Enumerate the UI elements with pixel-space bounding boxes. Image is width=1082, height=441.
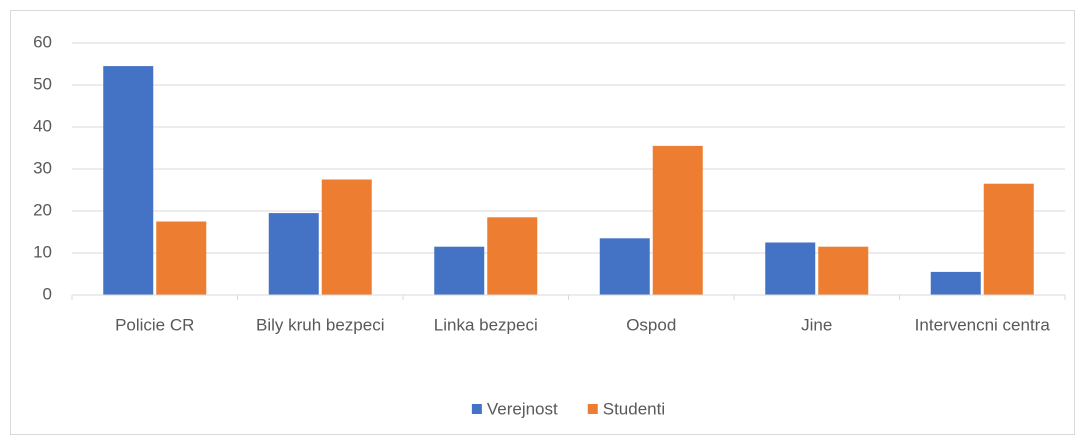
x-tick-label: Jine	[801, 315, 832, 334]
y-tick-label: 50	[33, 74, 52, 93]
y-tick-label: 0	[43, 284, 52, 303]
bar	[652, 145, 703, 295]
x-tick-label: Ospod	[626, 315, 676, 334]
y-tick-label: 40	[33, 116, 52, 135]
bar	[818, 246, 869, 295]
bar	[268, 213, 319, 295]
x-tick-label: Policie CR	[115, 315, 194, 334]
legend-swatch	[471, 404, 482, 414]
x-tick-label: Linka bezpeci	[434, 315, 538, 334]
y-tick-label: 60	[33, 32, 52, 51]
legend-label: Studenti	[603, 399, 665, 418]
legend-label: Verejnost	[487, 399, 558, 418]
x-tick-label: Intervencni centra	[915, 315, 1051, 334]
bar	[930, 271, 981, 295]
bar	[487, 217, 538, 295]
legend: Verejnost Studenti	[471, 399, 665, 418]
legend-swatch	[587, 404, 598, 414]
x-tick-label: Bily kruh bezpeci	[256, 315, 385, 334]
bar	[156, 221, 207, 295]
bar	[321, 179, 372, 295]
y-tick-label: 30	[33, 158, 52, 177]
bar	[103, 66, 154, 295]
y-tick-label: 10	[33, 242, 52, 261]
y-tick-label: 20	[33, 200, 52, 219]
bar	[434, 246, 485, 295]
bar	[983, 183, 1034, 295]
bar	[765, 242, 816, 295]
bar	[599, 238, 650, 295]
